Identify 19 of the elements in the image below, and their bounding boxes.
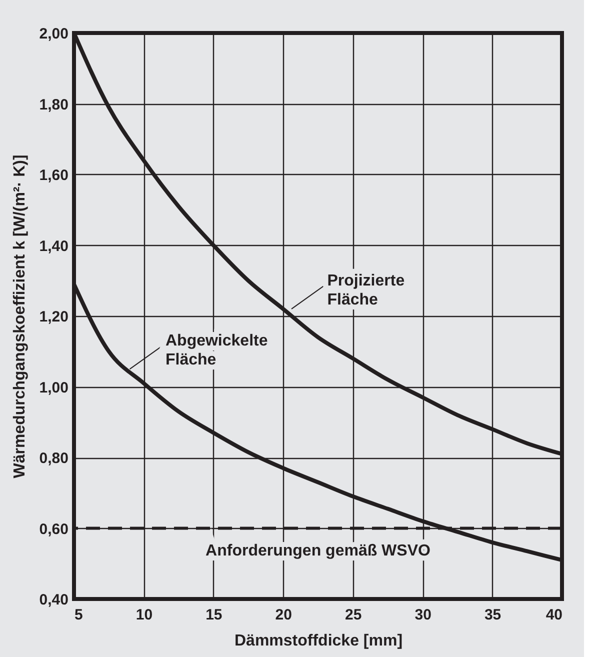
x-tick-label: 15 xyxy=(206,606,222,624)
x-tick-label: 20 xyxy=(275,606,292,624)
y-tick-label: 1,20 xyxy=(39,308,68,326)
y-tick-label: 2,00 xyxy=(39,26,68,42)
x-tick-label: 5 xyxy=(74,606,83,624)
y-axis-title: Wärmedurchgangskoeffizient k [W/(m²· K)] xyxy=(11,154,28,478)
y-tick-label: 1,40 xyxy=(39,238,68,255)
y-tick-label: 1,00 xyxy=(39,379,68,396)
x-tick-label: 25 xyxy=(345,606,362,624)
x-tick-label: 30 xyxy=(414,606,432,624)
y-tick-label: 0,60 xyxy=(39,520,68,538)
x-tick-label: 10 xyxy=(136,606,153,624)
x-axis-title: Dämmstoffdicke [mm] xyxy=(234,632,403,650)
y-tick-label: 0,80 xyxy=(39,450,68,467)
y-tick-label: 1,80 xyxy=(39,96,68,114)
x-tick-label: 35 xyxy=(484,606,502,624)
x-tick-label: 40 xyxy=(546,606,562,624)
y-tick-label: 0,40 xyxy=(39,592,68,608)
y-tick-label: 1,60 xyxy=(39,167,68,184)
